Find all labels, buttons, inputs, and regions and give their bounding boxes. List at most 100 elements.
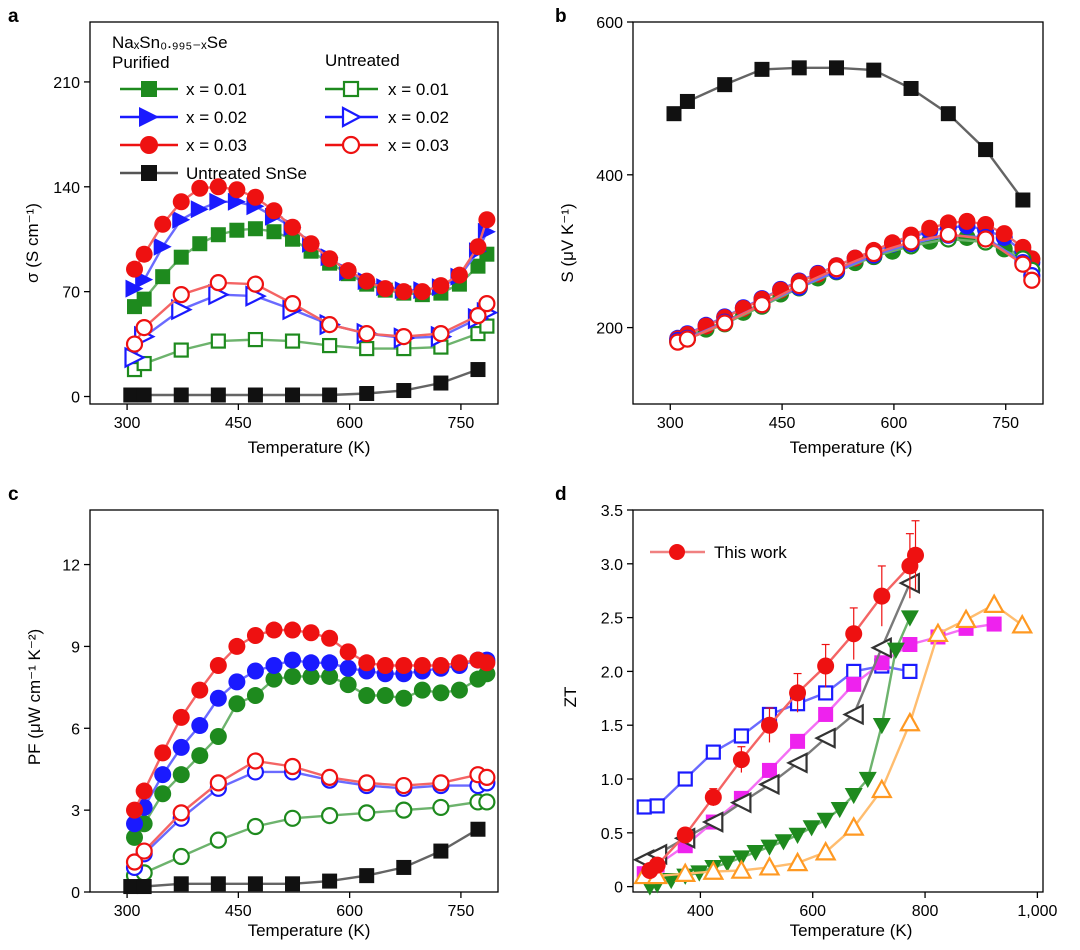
data-point [210,876,226,892]
data-point [228,637,246,655]
panel-b-plot: 300 450 600 750 200 400 600 [596,15,1044,432]
data-point [321,654,339,672]
data-point [125,335,144,353]
x-tick-label: 750 [448,903,475,920]
data-point [432,798,450,817]
data-point [395,801,413,819]
data-point [228,695,246,713]
data-point [136,879,152,895]
panel-a-plot: 300 450 600 750 0 70 140 210 [53,21,499,432]
data-point [758,855,781,876]
data-point [732,850,751,867]
x-tick-label: 300 [114,415,141,432]
y-tick-label: 0.5 [601,826,623,843]
data-point [359,386,375,402]
data-point [649,798,665,814]
series-this-work [641,520,925,879]
data-point [284,621,302,639]
data-point [758,773,780,796]
data-point [733,728,749,744]
series-untreated-snse [666,60,1031,208]
data-point [210,227,226,243]
series-orange-open-triangles [633,593,1034,885]
data-point [705,744,721,760]
data-point [339,262,357,280]
data-point [870,636,892,659]
legend-marker [141,165,157,181]
data-point [470,258,486,274]
data-point [173,342,189,358]
data-point [717,77,733,93]
data-point [802,820,821,837]
panel-c-plot: 300 450 600 750 0 3 6 9 12 [62,509,499,920]
data-point [791,60,807,76]
y-tick-label: 210 [53,75,80,92]
data-point [814,840,837,861]
data-point [124,346,146,369]
legend-marker [140,136,158,154]
data-point [358,272,376,290]
data-point [359,868,375,884]
data-point [190,200,209,219]
legend-purified-x003: x = 0.03 [120,136,247,155]
x-tick-label: 600 [881,415,908,432]
x-tick-label: 600 [336,903,363,920]
data-point [154,744,172,762]
panel-d-plot: 400 600 800 1,000 0 0.5 1.0 1.5 2.0 2.5 3.0 3.5 [601,503,1058,920]
y-tick-label: 3.5 [601,503,623,520]
data-point [246,627,264,645]
data-point [902,637,918,653]
data-point [1023,271,1041,289]
data-point [265,657,283,675]
data-point [940,106,956,122]
data-point [478,211,496,229]
data-point [283,757,302,776]
legend-label: x = 0.01 [186,80,247,99]
data-point [842,703,864,726]
x-tick-label: 450 [225,415,252,432]
data-point [192,236,208,252]
data-point [246,817,265,836]
series-untreated-snse [123,821,486,895]
data-point [827,260,846,278]
data-point [789,684,807,702]
data-point [977,215,995,233]
data-point [903,80,919,96]
data-point [718,855,737,872]
data-point [413,657,431,675]
series-untreated-x-0-03 [125,752,496,871]
data-point [816,812,835,829]
data-point [995,225,1013,243]
data-point [173,876,189,892]
x-tick-label: 800 [912,903,939,920]
data-point [872,718,891,735]
data-point [433,375,449,391]
data-point [983,593,1006,613]
y-tick-label: 1.0 [601,772,623,789]
data-point [844,787,863,805]
legend-purified-x002: x = 0.02 [120,107,247,127]
series-purified-x-0-03 [126,621,496,819]
series-line [649,554,917,872]
data-point [155,269,171,285]
data-point [470,362,486,378]
data-point [674,862,697,883]
data-point [433,843,449,859]
data-point [284,218,302,236]
data-point [265,202,283,220]
data-point [172,738,190,756]
data-point [1015,192,1031,208]
data-point [321,768,339,787]
data-point [321,629,339,647]
data-point [359,340,375,357]
legend-label: x = 0.01 [388,80,449,99]
panel-a-xlabel: Temperature (K) [248,438,371,457]
data-point [358,804,376,822]
data-point [818,685,834,701]
data-point [302,667,320,685]
data-point [395,327,413,346]
data-point [376,687,394,705]
y-tick-label: 70 [62,285,80,302]
data-point [902,233,920,251]
